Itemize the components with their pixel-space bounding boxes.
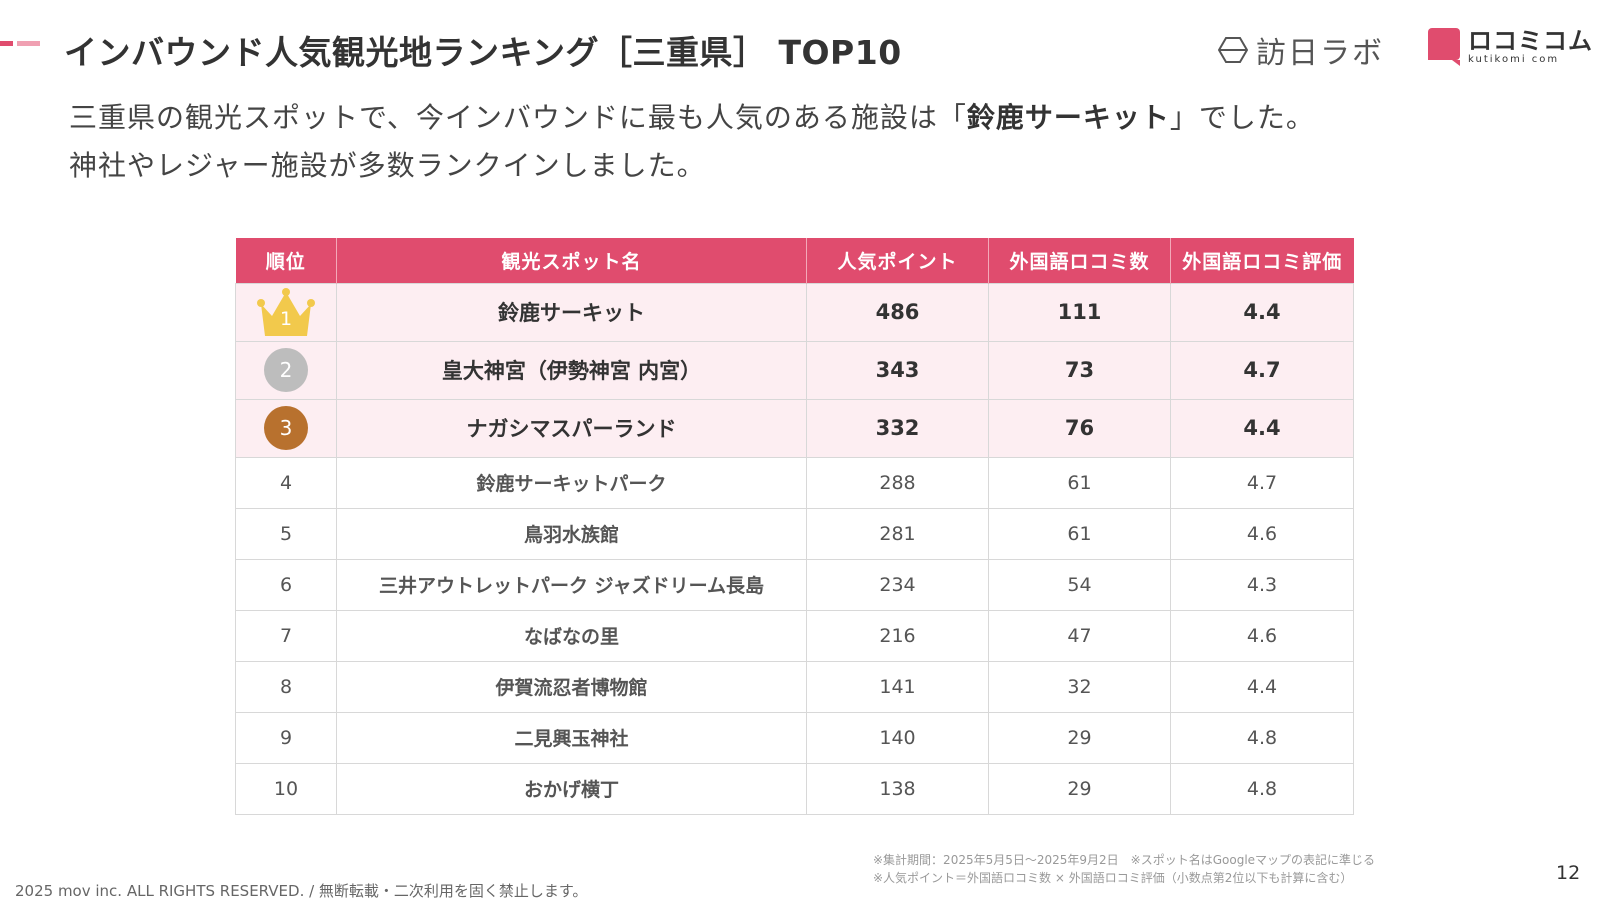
review-count: 61 bbox=[988, 507, 1171, 560]
spot-name: 二見興玉神社 bbox=[336, 711, 807, 764]
review-count: 29 bbox=[988, 762, 1171, 815]
rank-number: 5 bbox=[235, 507, 337, 560]
rank-number: 4 bbox=[235, 456, 337, 509]
page-title: インバウンド人気観光地ランキング［三重県］ TOP10 bbox=[64, 33, 902, 72]
header-popularity-points: 人気ポイント bbox=[806, 238, 989, 283]
footnote-line: ※集計期間：2025年5月5日〜2025年9月2日 ※スポット名はGoogleマ… bbox=[873, 853, 1376, 867]
footnote-line: ※人気ポイント＝外国語ロコミ数 × 外国語ロコミ評価（小数点第2位以下も計算に含… bbox=[873, 871, 1353, 885]
footnotes: ※集計期間：2025年5月5日〜2025年9月2日 ※スポット名はGoogleマ… bbox=[873, 851, 1375, 887]
accent-bar-segment bbox=[17, 41, 40, 46]
rank-number: 7 bbox=[235, 609, 337, 662]
review-rating: 4.3 bbox=[1170, 558, 1354, 611]
table-header-row: 順位 観光スポット名 人気ポイント 外国語ロコミ数 外国語ロコミ評価 bbox=[235, 238, 1354, 283]
rank-number: 6 bbox=[235, 558, 337, 611]
table-row: 5 鳥羽水族館 281 61 4.6 bbox=[235, 507, 1354, 560]
table-row: 7 なばなの里 216 47 4.6 bbox=[235, 609, 1354, 662]
popularity-points: 140 bbox=[806, 711, 989, 764]
spot-name: 鳥羽水族館 bbox=[336, 507, 807, 560]
popularity-points: 138 bbox=[806, 762, 989, 815]
header-review-count: 外国語ロコミ数 bbox=[988, 238, 1171, 283]
speech-bubble-icon bbox=[1428, 28, 1460, 66]
review-rating: 4.4 bbox=[1170, 660, 1354, 713]
rank-cell: 3 bbox=[235, 398, 337, 458]
spot-name: 鈴鹿サーキット bbox=[336, 282, 807, 342]
review-count: 29 bbox=[988, 711, 1171, 764]
review-count: 76 bbox=[988, 398, 1171, 458]
review-rating: 4.8 bbox=[1170, 762, 1354, 815]
review-count: 47 bbox=[988, 609, 1171, 662]
bronze-rank-badge: 3 bbox=[264, 406, 308, 450]
spot-name: 三井アウトレットパーク ジャズドリーム長島 bbox=[336, 558, 807, 611]
review-count: 73 bbox=[988, 340, 1171, 400]
copyright-text: 2025 mov inc. ALL RIGHTS RESERVED. / 無断転… bbox=[15, 882, 588, 900]
accent-bar bbox=[0, 41, 40, 46]
popularity-points: 281 bbox=[806, 507, 989, 560]
review-rating: 4.8 bbox=[1170, 711, 1354, 764]
kuchikomi-com-name: ロコミコム bbox=[1468, 27, 1593, 55]
spot-name: なばなの里 bbox=[336, 609, 807, 662]
review-count: 61 bbox=[988, 456, 1171, 509]
homonichi-mark-icon bbox=[1218, 37, 1248, 63]
spot-name: 皇大神宮（伊勢神宮 内宮） bbox=[336, 340, 807, 400]
spot-name: 伊賀流忍者博物館 bbox=[336, 660, 807, 713]
popularity-points: 234 bbox=[806, 558, 989, 611]
review-rating: 4.7 bbox=[1170, 456, 1354, 509]
popularity-points: 332 bbox=[806, 398, 989, 458]
rank-number: 8 bbox=[235, 660, 337, 713]
spot-name: ナガシマスパーランド bbox=[336, 398, 807, 458]
rank-number: 10 bbox=[235, 762, 337, 815]
table-row: 9 二見興玉神社 140 29 4.8 bbox=[235, 711, 1354, 764]
review-count: 111 bbox=[988, 282, 1171, 342]
table-row: 8 伊賀流忍者博物館 141 32 4.4 bbox=[235, 660, 1354, 713]
crown-icon: 1 bbox=[253, 286, 319, 338]
popularity-points: 141 bbox=[806, 660, 989, 713]
intro-highlight: 鈴鹿サーキット bbox=[966, 101, 1170, 134]
silver-rank-badge: 2 bbox=[264, 348, 308, 392]
header-review-rating: 外国語ロコミ評価 bbox=[1170, 238, 1354, 283]
table-row: 1 鈴鹿サーキット 486 111 4.4 bbox=[235, 282, 1354, 342]
review-rating: 4.4 bbox=[1170, 398, 1354, 458]
header-rank: 順位 bbox=[235, 238, 337, 283]
popularity-points: 343 bbox=[806, 340, 989, 400]
review-rating: 4.7 bbox=[1170, 340, 1354, 400]
rank-number: 9 bbox=[235, 711, 337, 764]
table-row: 10 おかげ横丁 138 29 4.8 bbox=[235, 762, 1354, 815]
table-row: 2 皇大神宮（伊勢神宮 内宮） 343 73 4.7 bbox=[235, 340, 1354, 400]
kuchikomi-com-logo: ロコミコム kutikomi com bbox=[1428, 28, 1593, 66]
page-number: 12 bbox=[1556, 862, 1581, 884]
rank-cell: 1 bbox=[235, 282, 337, 342]
popularity-points: 486 bbox=[806, 282, 989, 342]
intro-text: 三重県の観光スポットで、今インバウンドに最も人気のある施設は「鈴鹿サーキット」で… bbox=[69, 94, 1315, 190]
ranking-table: 順位 観光スポット名 人気ポイント 外国語ロコミ数 外国語ロコミ評価 1 鈴 bbox=[235, 238, 1354, 815]
review-rating: 4.6 bbox=[1170, 507, 1354, 560]
table-row: 6 三井アウトレットパーク ジャズドリーム長島 234 54 4.3 bbox=[235, 558, 1354, 611]
spot-name: 鈴鹿サーキットパーク bbox=[336, 456, 807, 509]
intro-line-1: 三重県の観光スポットで、今インバウンドに最も人気のある施設は「鈴鹿サーキット」で… bbox=[69, 101, 1315, 134]
homonichi-lab-name: 訪日ラボ bbox=[1256, 36, 1384, 71]
rank-cell: 2 bbox=[235, 340, 337, 400]
review-count: 32 bbox=[988, 660, 1171, 713]
review-rating: 4.6 bbox=[1170, 609, 1354, 662]
kuchikomi-com-url: kutikomi com bbox=[1468, 54, 1560, 65]
homonichi-lab-logo: 訪日ラボ bbox=[1218, 28, 1384, 72]
accent-bar-segment bbox=[0, 41, 13, 46]
intro-line-2: 神社やレジャー施設が多数ランクインしました。 bbox=[69, 149, 706, 182]
review-rating: 4.4 bbox=[1170, 282, 1354, 342]
review-count: 54 bbox=[988, 558, 1171, 611]
rank-number: 1 bbox=[279, 308, 293, 330]
table-row: 3 ナガシマスパーランド 332 76 4.4 bbox=[235, 398, 1354, 458]
spot-name: おかげ横丁 bbox=[336, 762, 807, 815]
popularity-points: 288 bbox=[806, 456, 989, 509]
header-spot-name: 観光スポット名 bbox=[336, 238, 807, 283]
popularity-points: 216 bbox=[806, 609, 989, 662]
table-row: 4 鈴鹿サーキットパーク 288 61 4.7 bbox=[235, 456, 1354, 509]
